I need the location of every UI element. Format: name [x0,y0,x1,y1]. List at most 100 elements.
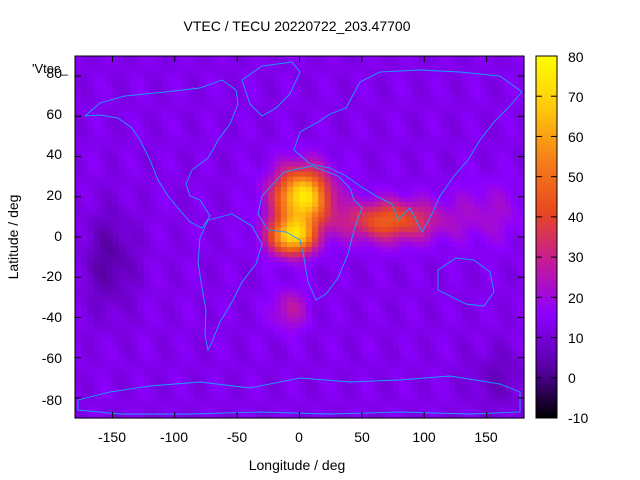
heatmap-cell [336,387,344,394]
heatmap-cell [461,111,469,117]
heatmap-cell [424,347,432,354]
heatmap-cell [93,347,101,354]
heatmap-cell [112,237,120,243]
heatmap-cell [287,372,294,379]
heatmap-cell [81,121,89,127]
heatmap-cell [336,76,344,82]
heatmap-cell [436,121,444,127]
heatmap-cell [75,176,82,183]
heatmap-cell [380,206,388,213]
heatmap-cell [81,402,89,409]
heatmap-cell [81,387,89,394]
heatmap-cell [467,66,475,72]
heatmap-cell [380,352,388,359]
heatmap-cell [268,121,276,127]
heatmap-cell [368,357,375,364]
heatmap-cell [187,56,195,62]
heatmap-cell [324,342,332,349]
heatmap-cell [87,332,95,339]
heatmap-cell [499,282,506,288]
heatmap-cell [299,247,307,253]
heatmap-cell [224,242,232,248]
heatmap-cell [424,66,432,72]
heatmap-cell [87,76,95,82]
heatmap-cell [455,357,463,364]
heatmap-cell [343,201,350,208]
heatmap-cell [99,377,107,384]
heatmap-cell [156,91,163,97]
heatmap-cell [355,76,363,82]
heatmap-cell [336,71,344,77]
heatmap-cell [249,357,257,364]
heatmap-cell [293,186,301,193]
heatmap-cell [311,131,319,138]
heatmap-cell [492,272,500,278]
heatmap-cell [405,262,413,268]
heatmap-cell [349,136,357,143]
heatmap-cell [124,337,132,344]
heatmap-cell [75,136,82,143]
heatmap-cell [511,116,519,122]
heatmap-cell [181,66,188,72]
heatmap-cell [411,126,419,133]
heatmap-cell [187,196,195,203]
heatmap-cell [255,61,263,67]
heatmap-cell [505,106,513,112]
heatmap-cell [137,317,145,324]
heatmap-cell [305,116,313,122]
heatmap-cell [156,221,163,228]
heatmap-cell [424,377,432,384]
heatmap-cell [249,221,257,228]
heatmap-cell [436,71,444,77]
heatmap-cell [517,171,525,178]
heatmap-cell [399,302,407,308]
heatmap-cell [230,402,238,409]
heatmap-cell [237,277,244,283]
heatmap-cell [237,126,244,133]
heatmap-cell [274,86,282,92]
heatmap-cell [393,206,400,213]
heatmap-cell [411,76,419,82]
heatmap-cell [112,96,120,102]
heatmap-cell [430,367,438,374]
heatmap-cell [174,226,182,233]
heatmap-cell [480,116,488,122]
heatmap-cell [474,307,481,314]
heatmap-cell [499,131,506,138]
heatmap-cell [492,171,500,178]
heatmap-cell [393,161,400,168]
heatmap-cell [106,297,114,303]
heatmap-cell [467,101,475,107]
heatmap-cell [511,166,519,173]
heatmap-cell [399,221,407,228]
heatmap-cell [324,216,332,223]
heatmap-cell [486,191,494,198]
heatmap-cell [330,392,338,399]
heatmap-cell [330,397,338,404]
heatmap-cell [449,312,457,319]
heatmap-cell [131,397,138,404]
heatmap-cell [193,66,201,72]
heatmap-cell [511,302,519,308]
heatmap-cell [499,362,506,369]
heatmap-cell [511,86,519,92]
heatmap-cell [343,247,350,253]
heatmap-cell [474,332,481,339]
heatmap-cell [318,332,326,339]
heatmap-cell [336,66,344,72]
heatmap-cell [118,247,126,253]
heatmap-cell [75,141,82,148]
heatmap-cell [106,367,114,374]
heatmap-cell [124,216,132,223]
heatmap-cell [218,226,226,233]
heatmap-cell [124,332,132,339]
heatmap-cell [262,347,269,354]
heatmap-cell [212,111,220,117]
heatmap-cell [449,171,457,178]
heatmap-cell [299,342,307,349]
heatmap-cell [112,141,120,148]
heatmap-cell [386,307,394,314]
heatmap-cell [168,136,176,143]
heatmap-cell [93,91,101,97]
heatmap-cell [99,307,107,314]
